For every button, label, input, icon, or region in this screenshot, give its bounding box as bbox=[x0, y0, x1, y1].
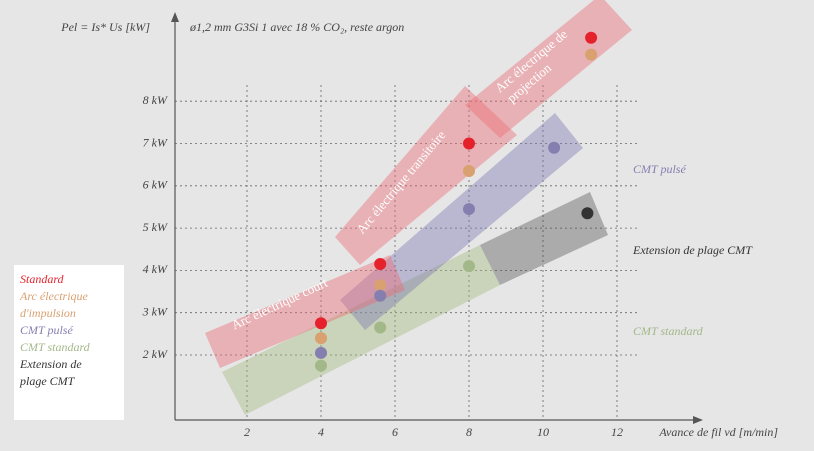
bands bbox=[205, 0, 632, 415]
point bbox=[374, 279, 387, 292]
x-tick-label: 2 bbox=[244, 425, 250, 439]
point bbox=[315, 317, 327, 330]
point bbox=[585, 31, 598, 44]
point bbox=[374, 289, 387, 302]
legend-entry: Extension de plage CMT bbox=[19, 357, 82, 388]
side-label: Extension de plage CMT bbox=[632, 243, 753, 257]
point bbox=[374, 258, 387, 271]
band-court bbox=[205, 255, 405, 368]
chart-title: ø1,2 mm G3Si 1 avec 18 % CO₂, reste argo… bbox=[189, 20, 404, 34]
side-label: CMT pulsé bbox=[633, 162, 686, 176]
point bbox=[463, 137, 475, 150]
legend-box bbox=[14, 265, 124, 420]
point bbox=[315, 359, 327, 372]
y-tick-label: 6 kW bbox=[143, 178, 168, 192]
x-axis-label: Avance de fil vd [m/min] bbox=[658, 425, 778, 439]
y-tick-label: 4 kW bbox=[143, 262, 168, 276]
point bbox=[548, 141, 561, 154]
legend-entry: Standard bbox=[20, 272, 65, 286]
x-arrow bbox=[693, 416, 703, 424]
x-tick-label: 6 bbox=[392, 425, 398, 439]
point bbox=[463, 260, 475, 273]
point bbox=[585, 48, 598, 61]
y-tick-label: 8 kW bbox=[143, 93, 168, 107]
legend-entry: Arc électrique d'impulsion bbox=[19, 289, 89, 320]
y-tick-label: 2 kW bbox=[143, 347, 168, 361]
x-tick-label: 8 bbox=[466, 425, 472, 439]
band-cmt-standard bbox=[222, 245, 500, 415]
side-label: CMT standard bbox=[633, 324, 704, 338]
point bbox=[463, 203, 475, 216]
y-arrow bbox=[171, 12, 179, 22]
x-tick-label: 10 bbox=[537, 425, 549, 439]
legend-entry: CMT standard bbox=[20, 340, 91, 354]
x-tick-label: 4 bbox=[318, 425, 324, 439]
point bbox=[463, 164, 475, 177]
legend-entry: CMT pulsé bbox=[20, 323, 73, 337]
point bbox=[315, 346, 327, 359]
y-tick-label: 7 kW bbox=[143, 135, 168, 149]
point bbox=[315, 332, 327, 345]
x-tick-label: 12 bbox=[611, 425, 623, 439]
y-tick-label: 3 kW bbox=[142, 304, 168, 318]
point bbox=[581, 207, 594, 220]
band-extension bbox=[480, 192, 608, 285]
point bbox=[374, 321, 387, 334]
band-cmt-pulse bbox=[340, 113, 583, 330]
band-transitoire bbox=[335, 86, 517, 265]
y-axis-label: Pel = Is* Us [kW] bbox=[60, 20, 150, 34]
y-tick-label: 5 kW bbox=[143, 220, 168, 234]
